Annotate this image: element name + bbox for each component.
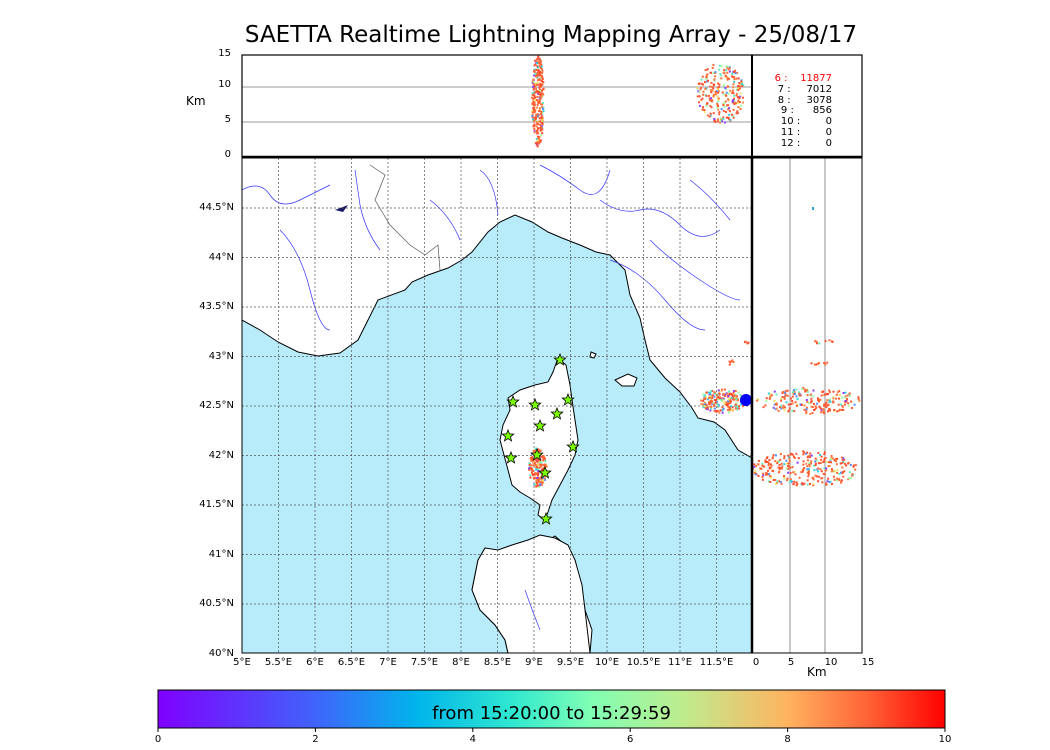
station-star — [506, 394, 520, 408]
colorbar-tick-label: 6 — [627, 734, 634, 745]
count-row: 7 : 7012 — [777, 83, 832, 95]
lma-stations — [501, 352, 580, 525]
lon-tick-label: 8.5°E — [483, 657, 512, 668]
count-row: 9 : 856 — [780, 105, 832, 117]
chart-title: SAETTA Realtime Lightning Mapping Array … — [244, 22, 858, 48]
lat-tick-label: 41.5°N — [199, 499, 234, 510]
colorbar-tick-label: 2 — [312, 734, 319, 745]
lat-tick-label: 40°N — [208, 647, 234, 659]
lat-tick-label: 44°N — [208, 251, 234, 263]
map-panel — [242, 158, 752, 653]
lat-tick-label: 42.5°N — [199, 400, 234, 411]
station-star — [539, 511, 553, 525]
lightning-sources-map — [528, 340, 750, 488]
lat-tick-label: 43.5°N — [199, 301, 234, 312]
source-count-table: 6 : 11877 7 : 7012 8 : 3078 9 : 856 10 : 0 11… — [760, 73, 832, 150]
radar-marker — [740, 394, 752, 406]
lon-tick-label: 9°E — [525, 657, 543, 668]
colorbar-tick-label: 8 — [784, 734, 791, 745]
count-row: 6 : 11877 — [774, 73, 832, 84]
lat-tick-label: 40.5°N — [199, 598, 234, 609]
lon-tick-label: 10°E — [594, 657, 620, 668]
lon-tick-label: 11°E — [667, 657, 693, 668]
altitude-tick-label: 15 — [218, 48, 231, 59]
lon-tick-label: 11.5°E — [699, 657, 734, 668]
lon-tick-label: 7.5°E — [410, 657, 439, 668]
station-star — [533, 418, 547, 432]
station-star — [528, 397, 542, 411]
altitude-panel — [242, 55, 752, 157]
lat-tick-label: 44.5°N — [199, 202, 234, 213]
lon-tick-label: 8°E — [452, 657, 470, 668]
colorbar-tick-label: 0 — [154, 734, 162, 745]
lon-tick-label: 6°E — [306, 657, 324, 668]
lat-tick-label: 43°N — [208, 350, 234, 362]
side-tick-label: 0 — [752, 657, 760, 668]
altitude-tick-label: 0 — [224, 149, 231, 160]
colorbar-tick-label: 10 — [938, 734, 952, 745]
station-star — [530, 447, 544, 461]
station-star — [553, 352, 567, 366]
lon-tick-label: 9.5°E — [556, 657, 585, 668]
corsica-island — [499, 357, 579, 521]
lon-tick-label: 5°E — [233, 657, 251, 668]
map-grid — [242, 158, 752, 653]
count-row: 8 : 3078 — [777, 94, 832, 106]
station-star — [561, 392, 575, 406]
side-tick-label: 5 — [787, 657, 795, 668]
lon-tick-label: 10.5°E — [626, 657, 661, 668]
side-panel — [752, 158, 862, 653]
side-tick-label: 15 — [861, 657, 875, 668]
count-row: 10 : 0 — [780, 116, 832, 128]
station-star — [504, 450, 518, 464]
rivers — [242, 164, 741, 631]
station-star — [501, 428, 515, 442]
count-row: 11 : 0 — [780, 126, 832, 138]
station-star — [566, 439, 580, 453]
count-row: 12 : 0 — [780, 137, 832, 149]
lon-tick-label: 6.5°E — [337, 657, 366, 668]
altitude-axis-label: Km — [186, 94, 206, 108]
lon-tick-label: 5.5°E — [264, 657, 293, 668]
lightning-sources-altitude — [531, 55, 745, 148]
colorbar — [157, 689, 946, 729]
altitude-tick-label: 5 — [224, 114, 231, 125]
lightning-sources-side — [752, 207, 861, 487]
colorbar-label: from 15:20:00 to 15:29:59 — [432, 703, 671, 724]
altitude-tick-label: 10 — [218, 79, 231, 90]
station-star — [538, 465, 552, 479]
side-tick-label: 10 — [824, 657, 838, 668]
station-star — [550, 406, 564, 420]
colorbar-tick-label: 4 — [469, 734, 476, 745]
lat-tick-label: 42°N — [208, 449, 234, 461]
lat-tick-label: 41°N — [208, 548, 234, 560]
side-axis-label: Km — [807, 665, 827, 679]
sardinia-island — [471, 534, 591, 653]
lon-tick-label: 7°E — [379, 657, 397, 668]
